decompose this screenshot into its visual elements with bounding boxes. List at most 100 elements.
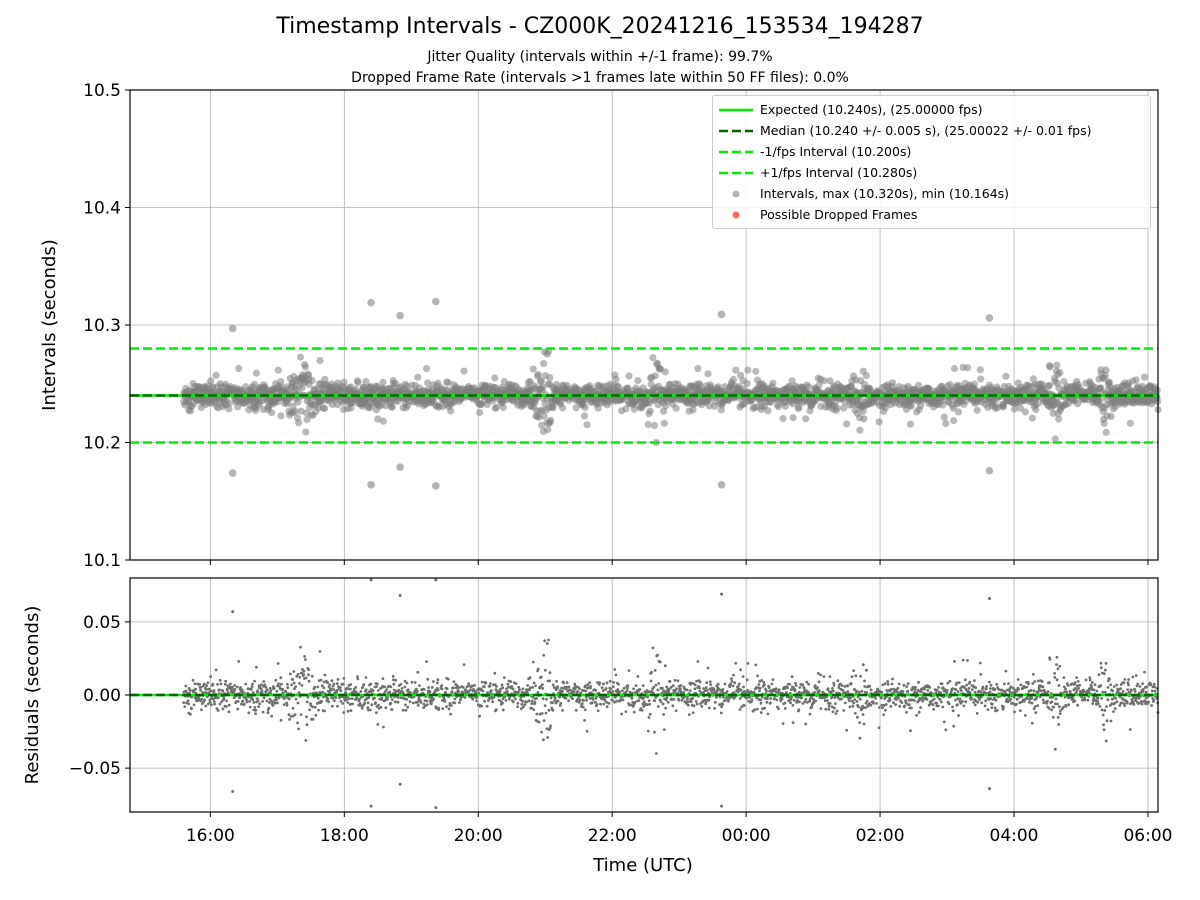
residual-point [602, 682, 605, 686]
residual-point [611, 685, 615, 689]
residual-point [951, 709, 955, 713]
residual-point [725, 690, 729, 693]
residual-point [671, 704, 675, 708]
residual-point [651, 646, 655, 650]
interval-point [499, 403, 507, 412]
residual-point [568, 688, 571, 692]
intervals-scatter [180, 297, 1162, 490]
residual-point [368, 708, 372, 712]
residual-point [341, 682, 345, 686]
residual-point [571, 697, 574, 701]
residual-point [450, 704, 453, 707]
residual-point [202, 682, 206, 686]
residual-point [452, 686, 455, 690]
residual-point [494, 708, 498, 712]
residual-point [956, 697, 960, 701]
residual-point [674, 709, 678, 713]
residual-point [530, 706, 533, 710]
residual-point [672, 698, 676, 701]
residual-point [745, 696, 748, 700]
residual-point [692, 704, 696, 708]
residual-point [310, 674, 314, 678]
residual-point [240, 702, 243, 706]
residual-point [352, 688, 356, 691]
residual-point [210, 703, 213, 707]
residual-point [763, 706, 766, 710]
residual-point [970, 688, 974, 691]
residual-point [339, 689, 343, 693]
residual-point [483, 685, 486, 689]
residual-point [1013, 691, 1017, 695]
residual-point [671, 684, 675, 688]
residual-point [841, 688, 845, 692]
residual-point [558, 695, 562, 699]
residual-point [548, 726, 552, 730]
interval-point [1051, 435, 1059, 443]
interval-point [939, 401, 947, 409]
residual-point [1032, 689, 1036, 693]
residual-point [1030, 721, 1034, 725]
residual-point [1049, 696, 1052, 699]
residual-point [994, 698, 998, 702]
residual-point [367, 696, 371, 700]
residual-point [626, 684, 630, 687]
residual-point [859, 675, 862, 678]
residual-point [1012, 695, 1016, 699]
residual-point [483, 699, 486, 703]
residual-point [693, 683, 697, 687]
residual-point [662, 728, 666, 731]
residual-point [251, 698, 255, 702]
residual-point [945, 689, 949, 692]
interval-point [826, 377, 834, 385]
residual-point [222, 695, 226, 699]
residual-point [958, 697, 962, 701]
residual-point [251, 682, 254, 686]
residual-point [534, 684, 537, 688]
residual-point [745, 678, 749, 682]
residual-point [620, 712, 623, 716]
residual-point [271, 700, 274, 704]
interval-point [1029, 375, 1037, 383]
residual-point [535, 712, 539, 716]
residual-point [394, 678, 398, 682]
residual-point [269, 689, 273, 692]
residual-point [227, 703, 231, 707]
interval-point [388, 403, 396, 411]
residual-point [956, 690, 960, 693]
residual-point [287, 697, 291, 701]
residual-point [902, 683, 906, 687]
residual-point [400, 687, 404, 690]
residual-point [214, 668, 218, 672]
residual-point [980, 701, 984, 705]
residual-point [264, 686, 268, 689]
residual-point [939, 691, 942, 695]
residual-point [410, 680, 414, 684]
residual-point [892, 687, 896, 691]
residual-point [756, 674, 759, 678]
residual-point [849, 682, 853, 685]
residual-point [983, 704, 987, 708]
residual-point [336, 704, 339, 708]
residual-point [761, 707, 764, 711]
interval-point [225, 405, 233, 413]
residual-point [382, 725, 385, 729]
residual-point [705, 681, 709, 685]
residual-point [375, 682, 379, 686]
residual-point [551, 683, 555, 687]
residual-point [1056, 667, 1060, 671]
interval-point [538, 421, 546, 429]
residual-point [693, 687, 697, 691]
interval-point [544, 426, 552, 434]
residual-point [405, 681, 409, 685]
residual-point [305, 723, 309, 727]
residual-point [850, 699, 854, 703]
residual-point [686, 697, 689, 701]
residual-point [250, 688, 253, 691]
residual-point [584, 689, 588, 693]
interval-point [1101, 371, 1109, 380]
residual-point [299, 645, 302, 649]
interval-point [559, 404, 567, 412]
residual-point [330, 679, 334, 683]
residual-point [313, 705, 317, 709]
residual-point [236, 707, 240, 711]
